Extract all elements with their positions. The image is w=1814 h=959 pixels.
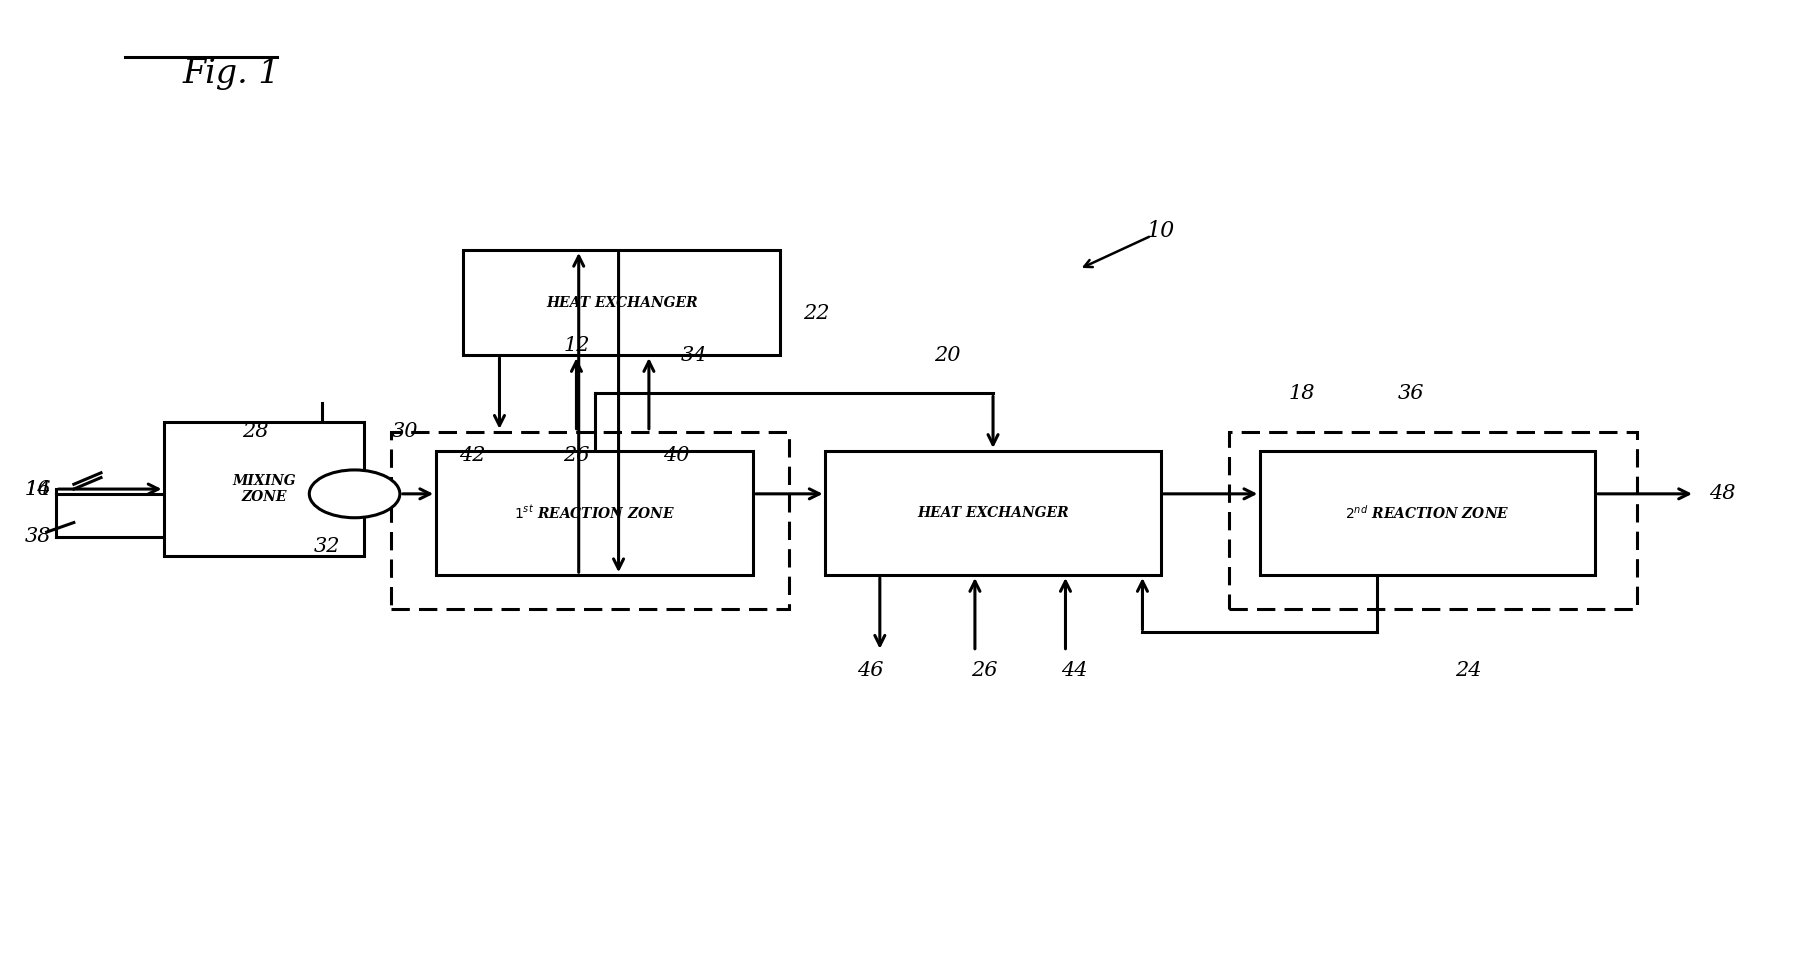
Text: Fig. 1: Fig. 1 (183, 58, 279, 90)
Text: 36: 36 (1397, 384, 1424, 403)
Text: 14: 14 (24, 480, 51, 499)
Bar (463, 250, 780, 355)
Bar (1261, 451, 1595, 575)
Text: MIXING
ZONE: MIXING ZONE (232, 474, 296, 504)
Text: 28: 28 (241, 422, 268, 441)
Bar (435, 451, 753, 575)
Text: 30: 30 (392, 422, 419, 441)
Bar (165, 422, 363, 556)
Text: 24: 24 (1455, 662, 1482, 680)
Text: 44: 44 (1061, 662, 1088, 680)
Text: HEAT EXCHANGER: HEAT EXCHANGER (546, 295, 698, 310)
Bar (390, 432, 789, 609)
Text: 20: 20 (934, 345, 961, 364)
Text: 10: 10 (1146, 220, 1175, 242)
Text: 40: 40 (662, 446, 689, 465)
Text: 34: 34 (680, 345, 707, 364)
Bar (825, 451, 1161, 575)
Text: $1^{st}$ REACTION ZONE: $1^{st}$ REACTION ZONE (513, 504, 675, 522)
Text: 12: 12 (562, 336, 590, 355)
Text: HEAT EXCHANGER: HEAT EXCHANGER (918, 506, 1068, 520)
Text: 26: 26 (562, 446, 590, 465)
Text: $2^{nd}$ REACTION ZONE: $2^{nd}$ REACTION ZONE (1346, 504, 1509, 522)
Text: 32: 32 (314, 537, 341, 556)
Text: 46: 46 (858, 662, 883, 680)
Text: 42: 42 (459, 446, 486, 465)
Circle shape (310, 470, 399, 518)
Text: 18: 18 (1288, 384, 1315, 403)
Text: 38: 38 (24, 527, 51, 547)
Text: 48: 48 (1709, 484, 1736, 503)
Text: 16: 16 (24, 480, 51, 499)
Bar (1230, 432, 1636, 609)
Text: 26: 26 (970, 662, 998, 680)
Text: 22: 22 (804, 304, 829, 322)
